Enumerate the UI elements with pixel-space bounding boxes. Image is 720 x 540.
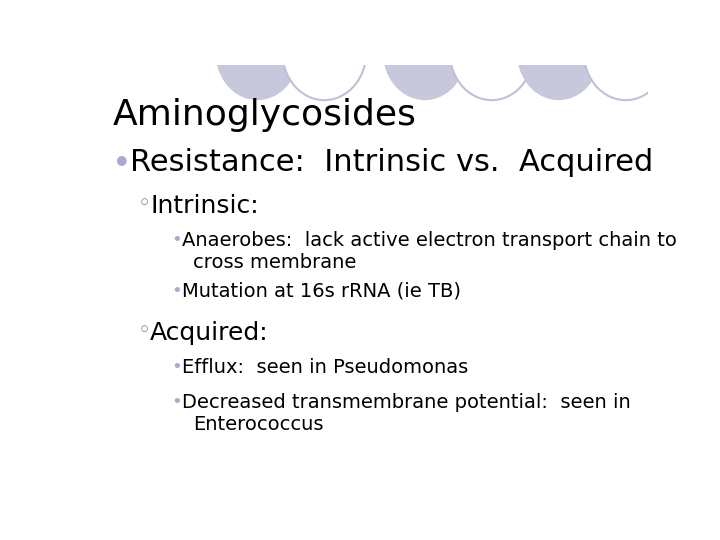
Text: Resistance:  Intrinsic vs.  Acquired: Resistance: Intrinsic vs. Acquired xyxy=(130,148,654,177)
Text: •: • xyxy=(112,148,132,181)
Text: cross membrane: cross membrane xyxy=(193,253,356,272)
Text: •: • xyxy=(171,358,181,376)
Ellipse shape xyxy=(450,4,534,100)
Text: Acquired:: Acquired: xyxy=(150,321,269,345)
Ellipse shape xyxy=(517,4,600,100)
Text: Decreased transmembrane potential:  seen in: Decreased transmembrane potential: seen … xyxy=(182,393,631,412)
Ellipse shape xyxy=(215,4,300,100)
Text: Enterococcus: Enterococcus xyxy=(193,415,324,434)
Text: Mutation at 16s rRNA (ie TB): Mutation at 16s rRNA (ie TB) xyxy=(182,282,461,301)
Text: Intrinsic:: Intrinsic: xyxy=(150,194,259,218)
Text: Aminoglycosides: Aminoglycosides xyxy=(112,98,416,132)
Text: •: • xyxy=(171,393,181,411)
Text: ◦: ◦ xyxy=(138,194,150,214)
Ellipse shape xyxy=(383,4,467,100)
Text: •: • xyxy=(171,282,181,300)
Ellipse shape xyxy=(584,4,667,100)
Ellipse shape xyxy=(282,4,366,100)
Text: Efflux:  seen in Pseudomonas: Efflux: seen in Pseudomonas xyxy=(182,358,468,377)
Text: •: • xyxy=(171,231,181,249)
Text: ◦: ◦ xyxy=(138,321,150,341)
Text: Anaerobes:  lack active electron transport chain to: Anaerobes: lack active electron transpor… xyxy=(182,231,677,250)
